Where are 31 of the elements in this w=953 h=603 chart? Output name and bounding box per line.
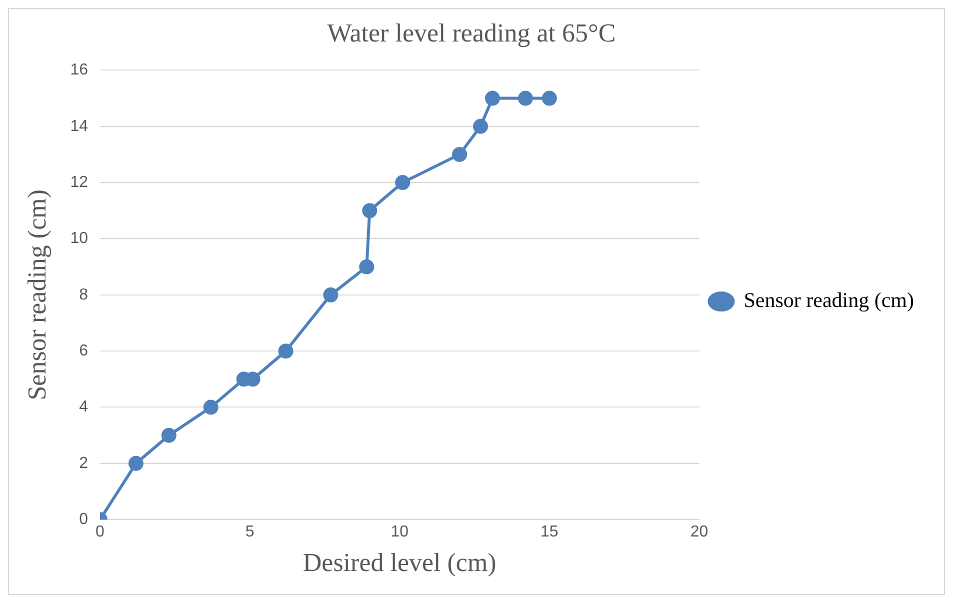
- point: [128, 456, 144, 471]
- y-tick-label: 4: [79, 398, 88, 416]
- point: [395, 175, 410, 190]
- legend-label: Sensor reading (cm): [744, 288, 914, 312]
- point: [278, 344, 294, 359]
- point: [323, 287, 338, 302]
- point: [542, 90, 557, 106]
- y-tick-label: 14: [70, 118, 88, 135]
- y-axis-title: Sensor reading (cm): [22, 189, 52, 400]
- x-tick-label: 5: [245, 524, 254, 541]
- x-tick-label: 0: [96, 524, 105, 541]
- chart-title: Water level reading at 65°C: [327, 18, 616, 48]
- y-tick-label: 10: [70, 230, 88, 248]
- point: [518, 90, 533, 106]
- point: [359, 259, 374, 274]
- point: [484, 90, 500, 106]
- point: [452, 146, 468, 162]
- x-tick-label: 15: [540, 524, 558, 541]
- y-tick-label: 2: [79, 454, 88, 472]
- point: [203, 400, 218, 415]
- point: [473, 118, 488, 134]
- y-tick-label: 12: [70, 174, 88, 191]
- y-tick-label: 0: [79, 511, 88, 528]
- y-tick-label: 16: [70, 62, 88, 79]
- y-tick-label: 6: [79, 342, 88, 360]
- y-tick-label: 8: [79, 286, 88, 304]
- point: [362, 203, 378, 218]
- x-tick-label: 20: [690, 524, 708, 541]
- point: [161, 428, 176, 443]
- x-axis-title: Desired level (cm): [302, 548, 496, 578]
- x-tick-label: 10: [390, 524, 409, 541]
